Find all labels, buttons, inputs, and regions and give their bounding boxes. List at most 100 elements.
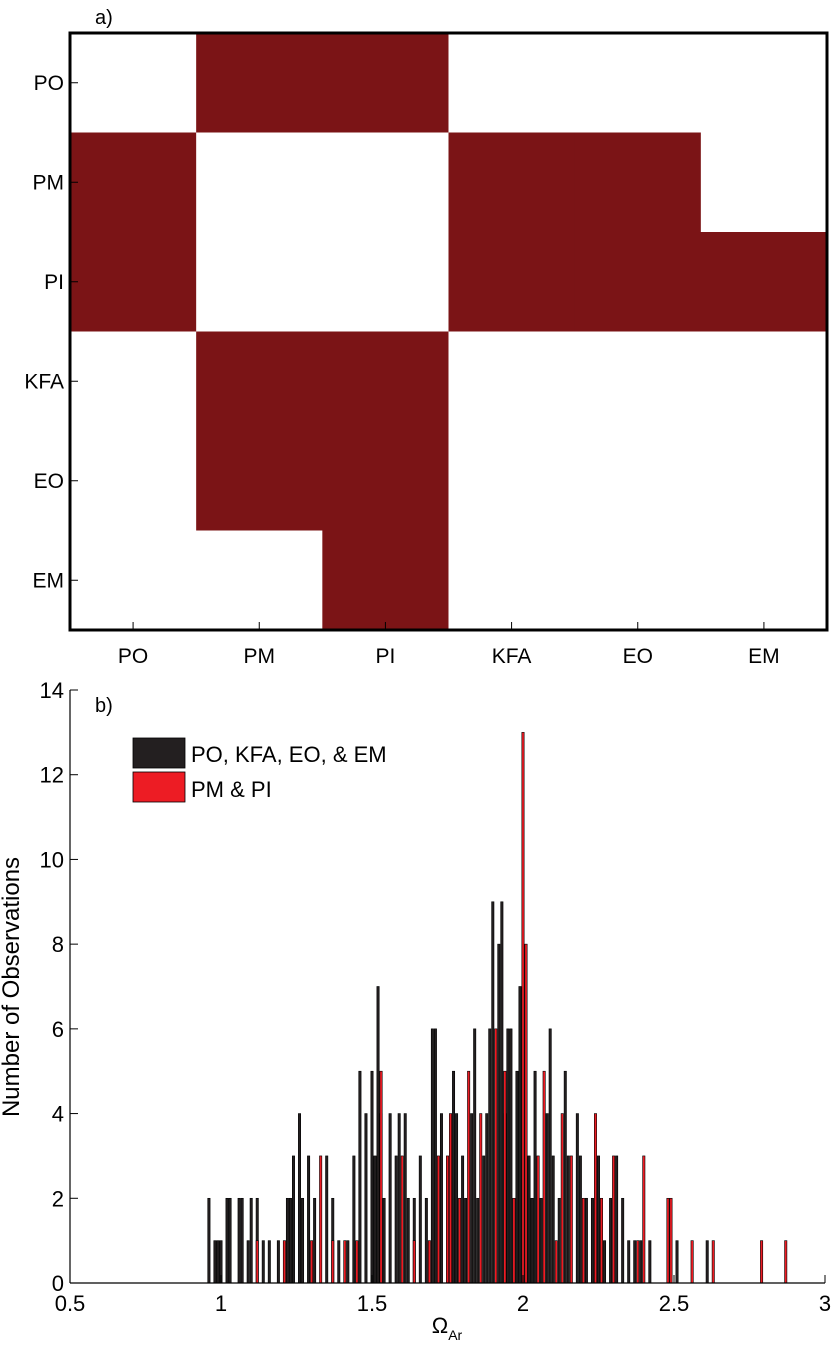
bar-po-kfa-eo-em-0_96 [207, 1197, 211, 1284]
bar-po-kfa-eo-em-1_31 [313, 1197, 317, 1284]
bar-pm-pi-2_63 [711, 1240, 715, 1284]
panel-b-label: b) [95, 695, 113, 717]
bar-pm-pi-1_33 [319, 1155, 323, 1284]
bar-po-kfa-eo-em-1_87 [482, 1155, 486, 1284]
bar-po-kfa-eo-em-2_12 [557, 1197, 561, 1284]
bar-po-kfa-eo-em-1_93 [500, 901, 504, 1284]
series-pm-pi [255, 732, 788, 1284]
bar-po-kfa-eo-em-2_37 [633, 1240, 637, 1284]
bar-po-kfa-eo-em-1_98 [515, 1070, 519, 1284]
bar-pm-pi-1_12 [255, 1240, 259, 1284]
bar-pm-pi-2_79 [760, 1240, 764, 1284]
bar-po-kfa-eo-em-1_27 [301, 1197, 305, 1284]
bar-po-kfa-eo-em-1_26 [298, 1113, 301, 1284]
bar-po-kfa-eo-em-2_39 [639, 1240, 643, 1284]
matrix-cell-em-em [700, 530, 828, 631]
bar-po-kfa-eo-em-2_09 [548, 1028, 552, 1284]
bar-pm-pi-1_72 [436, 1155, 440, 1284]
matrix-cell-po-kfa [448, 33, 576, 133]
bar-pm-pi-1_6 [400, 1155, 404, 1284]
bar-po-kfa-eo-em-1_1 [249, 1197, 253, 1284]
bar-po-kfa-eo-em-2_04 [533, 1070, 537, 1284]
bar-pm-pi-1_82 [467, 1070, 471, 1284]
bar-po-kfa-eo-em-2_1 [551, 1155, 555, 1284]
bar-pm-pi-1_75 [446, 1155, 449, 1284]
y-tick-label-6: 6 [52, 1017, 64, 1042]
bar-po-kfa-eo-em-1_88 [485, 1113, 489, 1284]
matrix-cell-pi-eo [574, 232, 702, 332]
bar-pm-pi-2_24 [594, 1113, 597, 1284]
bar-pm-pi-2_05 [536, 1155, 540, 1284]
bar-po-kfa-eo-em-1_77 [452, 1070, 456, 1284]
panel-a-frame [68, 31, 829, 632]
bar-po-kfa-eo-em-1_85 [476, 1197, 480, 1284]
bar-pm-pi-2_26 [600, 1197, 603, 1284]
bar-pm-pi-1_97 [512, 1197, 516, 1284]
matrix-cell-eo-pi [322, 431, 449, 531]
bar-po-kfa-eo-em-1_66 [418, 1155, 422, 1284]
matrix-cell-po-pm [196, 33, 323, 133]
bar-po-kfa-eo-em-2_21 [584, 1197, 588, 1284]
matrix-cell-pm-kfa [448, 132, 576, 233]
bar-pm-pi-2_13 [560, 1113, 564, 1284]
bar-pm-pi-2_2 [581, 1197, 585, 1284]
bar-po-kfa-eo-em-1_8 [461, 1155, 465, 1284]
bar-pm-pi-2_3 [612, 1155, 616, 1284]
matrix-cell-pm-po [70, 132, 197, 233]
bar-po-kfa-eo-em-1_68 [424, 1197, 428, 1284]
x-axis-label-subscript: Ar [448, 1327, 462, 1343]
matrix-cell-eo-kfa [448, 431, 576, 531]
matrix-cell-kfa-eo [574, 331, 702, 432]
bar-po-kfa-eo-em-1_52 [376, 986, 380, 1284]
bar-po-kfa-eo-em-1_92 [497, 943, 501, 1284]
bar-po-kfa-eo-em-1_83 [470, 1113, 474, 1284]
bar-po-kfa-eo-em-1_71 [433, 1028, 437, 1284]
bar-po-kfa-eo-em-2_25 [597, 1155, 600, 1284]
bar-po-kfa-eo-em-1_16 [267, 1240, 271, 1284]
bar-po-kfa-eo-em-1_24 [292, 1155, 295, 1284]
matrix-cell-kfa-po [70, 331, 197, 432]
y-tick-label-14: 14 [40, 678, 64, 703]
bar-po-kfa-eo-em-1_29 [307, 1155, 311, 1284]
matrix-cell-pi-pm [196, 232, 323, 332]
bar-pm-pi-1_91 [494, 1028, 498, 1284]
bar-po-kfa-eo-em-2_29 [609, 1197, 613, 1284]
bar-po-kfa-eo-em-2_03 [530, 1197, 534, 1284]
panel-b-histogram: 0 2 4 6 8 10 12 14 0.5 1 1.5 2 2.5 3 b) PO, KFA, EO, … [0, 678, 831, 1343]
y-tick-label-0: 0 [52, 1271, 64, 1296]
x-tick-label-2-5: 2.5 [659, 1291, 690, 1316]
y-tick-label-8: 8 [52, 932, 64, 957]
bar-pm-pi-1_64 [412, 1240, 416, 1284]
matrix-cell-em-eo [574, 530, 702, 631]
matrix-col-label-pi: PI [375, 645, 395, 668]
bar-po-kfa-eo-em-1_7 [430, 1028, 434, 1284]
bar-po-kfa-eo-em-1_03 [228, 1197, 232, 1284]
bar-pm-pi-1_21 [282, 1240, 286, 1284]
bar-po-kfa-eo-em-2_51 [675, 1240, 679, 1284]
matrix-col-label-em: EM [748, 645, 780, 668]
bar-po-kfa-eo-em-2_14 [563, 1070, 567, 1284]
bar-po-kfa-eo-em-2_31 [615, 1155, 619, 1284]
bar-po-kfa-eo-em-1_58 [394, 1155, 398, 1284]
bar-pm-pi-2_56 [690, 1240, 694, 1284]
y-tick-label-4: 4 [52, 1102, 64, 1127]
bar-pm-pi-2_38 [636, 1240, 640, 1284]
matrix-col-label-kfa: KFA [492, 645, 532, 668]
bar-po-kfa-eo-em-2_18 [575, 1113, 579, 1284]
bar-po-kfa-eo-em-2_19 [578, 1155, 582, 1284]
matrix-cell-pi-po [70, 232, 197, 332]
bar-pm-pi-1_79 [458, 1197, 462, 1284]
bar-po-kfa-eo-em-1_46 [358, 1070, 362, 1284]
matrix-cell-eo-po [70, 431, 197, 531]
y-tick-label-10: 10 [40, 847, 64, 872]
bar-pm-pi-2_11 [554, 1240, 558, 1284]
x-tick-label-2: 2 [517, 1291, 529, 1316]
matrix-cell-em-kfa [448, 530, 576, 631]
matrix-col-label-pm: PM [244, 645, 276, 668]
bar-po-kfa-eo-em-2_06 [539, 1197, 543, 1284]
y-tick-label-2: 2 [52, 1186, 64, 1211]
matrix-cell-pm-pm [196, 132, 323, 233]
matrix-cell-pi-pi [322, 232, 449, 332]
